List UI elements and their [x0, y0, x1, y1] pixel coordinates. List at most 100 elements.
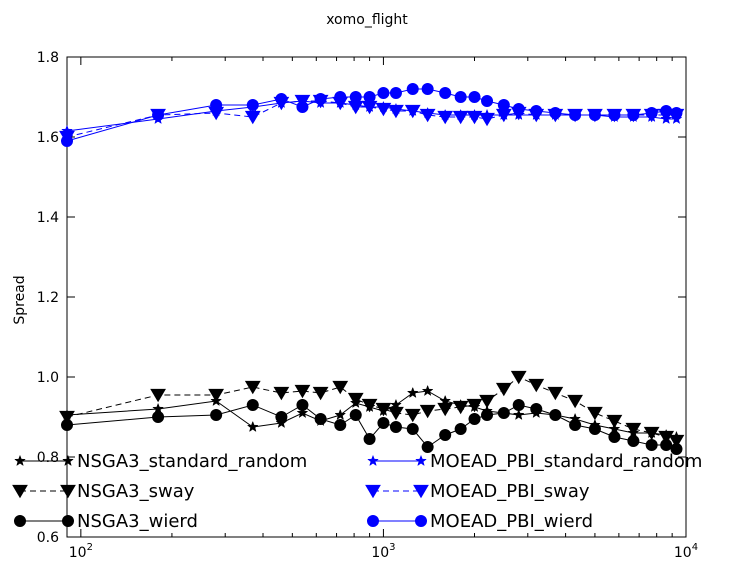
data-point-NSGA3_sway: [658, 430, 675, 445]
data-point-NSGA3_wierd: [275, 411, 288, 423]
data-point-NSGA3_wierd: [530, 403, 543, 415]
data-point-NSGA3_sway: [273, 386, 290, 401]
data-point-NSGA3_wierd: [512, 399, 525, 411]
data-point-NSGA3_standard_random: [296, 406, 309, 419]
data-point-NSGA3_sway: [587, 406, 603, 421]
data-point-MOEAD_PBI_wierd: [454, 91, 467, 103]
data-point-MOEAD_PBI_wierd: [210, 99, 223, 111]
data-point-MOEAD_PBI_wierd: [349, 91, 362, 103]
data-point-NSGA3_standard_random: [246, 420, 259, 433]
data-point-NSGA3_sway: [528, 378, 545, 393]
data-point-MOEAD_PBI_wierd: [61, 135, 73, 147]
data-point-NSGA3_wierd: [152, 411, 165, 423]
legend-label: NSGA3_wierd: [77, 511, 198, 532]
data-point-MOEAD_PBI_sway: [419, 108, 436, 123]
data-point-NSGA3_wierd: [588, 423, 601, 435]
data-point-NSGA3_wierd: [363, 433, 376, 445]
data-point-NSGA3_sway: [375, 402, 392, 417]
data-point-NSGA3_wierd: [481, 409, 494, 421]
data-point-NSGA3_sway: [567, 394, 583, 409]
legend-marker: [415, 454, 427, 467]
data-point-NSGA3_wierd: [246, 399, 259, 411]
data-point-NSGA3_wierd: [389, 421, 402, 433]
data-point-MOEAD_PBI_wierd: [569, 109, 582, 121]
x-tick-label: 102: [69, 542, 93, 561]
data-point-NSGA3_sway: [606, 414, 623, 429]
y-tick-label: 1.0: [37, 370, 59, 386]
legend-marker: [415, 515, 427, 527]
data-point-MOEAD_PBI_sway: [437, 110, 454, 125]
legend-marker: [367, 454, 379, 467]
x-tick-label: 104: [674, 542, 698, 561]
data-point-MOEAD_PBI_sway: [244, 110, 261, 125]
data-point-NSGA3_wierd: [670, 443, 683, 455]
x-tick-label: 103: [371, 542, 395, 561]
data-point-MOEAD_PBI_wierd: [660, 105, 673, 117]
data-point-MOEAD_PBI_sway: [388, 104, 404, 119]
data-point-NSGA3_sway: [150, 388, 166, 403]
y-tick-label: 1.8: [37, 50, 59, 66]
y-tick-label: 1.2: [37, 290, 59, 306]
data-point-MOEAD_PBI_wierd: [670, 107, 683, 119]
legend-entry: MOEAD_PBI_wierd: [367, 511, 593, 532]
legend-marker: [14, 454, 26, 467]
y-tick-label: 1.6: [37, 130, 59, 146]
data-point-MOEAD_PBI_wierd: [645, 107, 658, 119]
data-point-NSGA3_sway: [625, 422, 642, 437]
legend-label: NSGA3_standard_random: [77, 451, 307, 472]
data-point-MOEAD_PBI_sway: [375, 102, 392, 117]
data-point-NSGA3_standard_random: [421, 384, 434, 397]
plot-area: 0.6 0.8 1.0 1.2 1.4 1.6 1.8 102 103 104: [37, 50, 698, 561]
data-point-NSGA3_wierd: [627, 435, 640, 447]
data-point-MOEAD_PBI_wierd: [512, 103, 525, 115]
data-point-NSGA3_sway: [404, 408, 421, 423]
data-point-NSGA3_sway: [668, 434, 685, 449]
legend-marker: [14, 515, 26, 527]
data-point-NSGA3_standard_random: [334, 408, 347, 421]
legend-entry: NSGA3_wierd: [14, 511, 198, 532]
data-point-MOEAD_PBI_wierd: [481, 95, 494, 107]
data-point-NSGA3_sway: [388, 406, 404, 421]
data-point-NSGA3_wierd: [61, 419, 73, 431]
data-point-NSGA3_wierd: [334, 419, 347, 431]
legend-marker: [62, 454, 74, 467]
y-axis-label: Spread: [12, 275, 28, 324]
data-point-MOEAD_PBI_sway: [479, 112, 495, 127]
data-point-MOEAD_PBI_wierd: [627, 109, 640, 121]
data-point-NSGA3_wierd: [497, 407, 510, 419]
data-point-MOEAD_PBI_wierd: [275, 93, 288, 105]
legend-entry: MOEAD_PBI_sway: [365, 481, 590, 502]
data-point-NSGA3_sway: [510, 370, 527, 385]
data-point-NSGA3_sway: [59, 410, 75, 425]
legend-marker: [367, 515, 379, 527]
legend-label: NSGA3_sway: [77, 481, 195, 502]
data-point-MOEAD_PBI_wierd: [549, 107, 562, 119]
data-point-MOEAD_PBI_wierd: [530, 105, 543, 117]
data-point-NSGA3_wierd: [549, 409, 562, 421]
data-point-MOEAD_PBI_wierd: [152, 109, 165, 121]
data-point-MOEAD_PBI_wierd: [588, 109, 601, 121]
data-point-MOEAD_PBI_wierd: [377, 87, 390, 99]
data-point-NSGA3_sway: [347, 392, 364, 407]
data-point-NSGA3_sway: [643, 426, 660, 441]
data-point-MOEAD_PBI_wierd: [468, 91, 481, 103]
data-point-NSGA3_wierd: [377, 417, 390, 429]
legend-entry: NSGA3_standard_random: [14, 451, 307, 472]
data-point-NSGA3_wierd: [210, 409, 223, 421]
legend-marker: [365, 484, 381, 499]
data-point-MOEAD_PBI_sway: [452, 110, 469, 125]
data-point-MOEAD_PBI_wierd: [363, 91, 376, 103]
legend-label: MOEAD_PBI_wierd: [430, 511, 593, 532]
data-point-NSGA3_sway: [437, 402, 454, 417]
data-point-NSGA3_sway: [466, 398, 483, 413]
data-point-MOEAD_PBI_wierd: [406, 83, 419, 95]
data-point-MOEAD_PBI_wierd: [497, 99, 510, 111]
data-point-NSGA3_standard_random: [512, 408, 525, 421]
data-point-NSGA3_sway: [419, 404, 436, 419]
data-point-NSGA3_wierd: [314, 413, 327, 425]
data-point-NSGA3_wierd: [349, 409, 362, 421]
data-point-MOEAD_PBI_wierd: [246, 99, 259, 111]
legend: NSGA3_standard_random NSGA3_sway NSGA3_wie…: [12, 451, 702, 532]
data-point-MOEAD_PBI_sway: [404, 104, 421, 119]
